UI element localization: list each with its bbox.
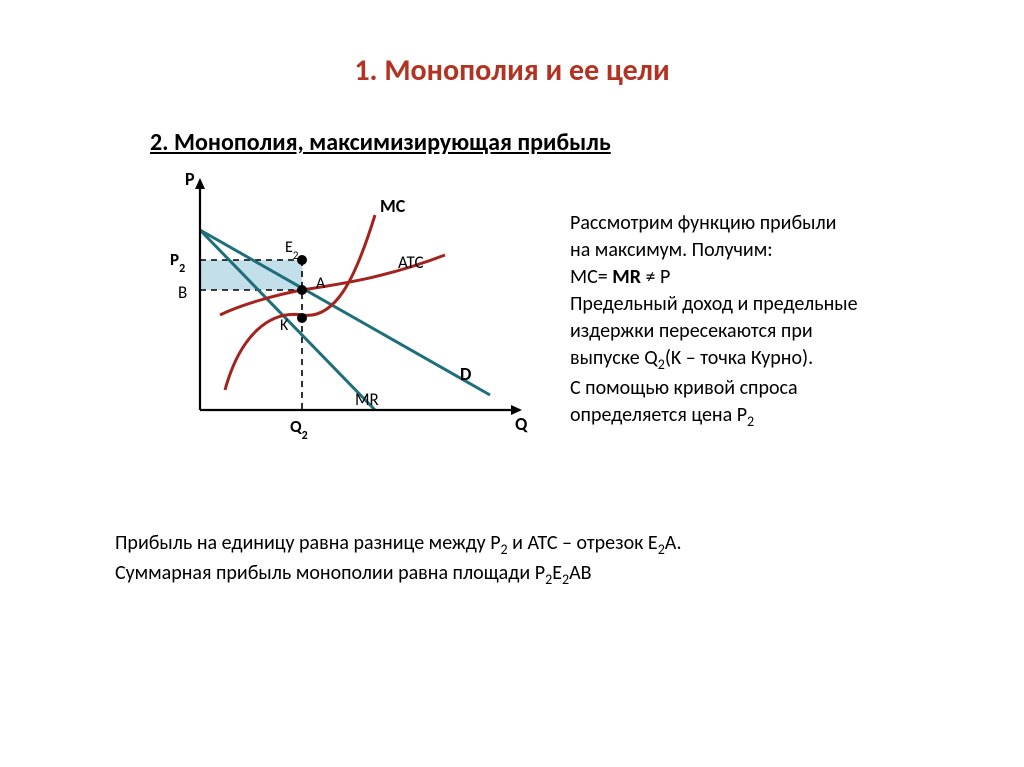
txt: и ATC – отрезок E	[508, 531, 658, 555]
txt: издержки пересекаются при	[570, 319, 813, 343]
txt: A.	[665, 531, 682, 555]
txt: 2	[658, 541, 665, 558]
svg-text:E2: E2	[285, 238, 299, 262]
svg-text:Q2: Q2	[290, 416, 308, 443]
txt: E	[552, 561, 562, 585]
txt: 2	[747, 413, 754, 430]
txt: определяется цена P	[570, 403, 747, 427]
slide-subtitle: 2. Монополия, максимизирующая прибыль	[150, 128, 611, 157]
svg-text:D: D	[460, 363, 471, 385]
txt: MC=	[570, 265, 612, 289]
txt: 2	[658, 356, 665, 373]
txt: Предельный доход и предельные	[570, 292, 858, 316]
txt: 2	[501, 541, 508, 558]
svg-text:K: K	[280, 316, 289, 335]
txt: AB	[569, 561, 591, 585]
monopoly-chart: P Q P2 B Q2 MC ATC MR D E2 A K	[130, 160, 560, 450]
svg-text:P: P	[185, 168, 195, 190]
txt: ≠ P	[641, 265, 670, 289]
svg-text:ATC: ATC	[398, 252, 424, 273]
txt: Рассмотрим функцию прибыли	[570, 211, 836, 235]
bottom-conclusion: Прибыль на единицу равна разнице между P…	[115, 530, 915, 590]
txt: Суммарная прибыль монополии равна площад…	[115, 561, 545, 585]
svg-text:Q: Q	[515, 413, 528, 435]
txt: Прибыль на единицу равна разнице между P	[115, 531, 501, 555]
slide-title: 1. Монополия и ее цели	[0, 52, 1024, 89]
txt: 2	[562, 571, 569, 588]
svg-text:A: A	[316, 274, 326, 293]
txt: на максимум. Получим:	[570, 238, 773, 262]
svg-text:B: B	[178, 282, 187, 303]
svg-text:MC: MC	[380, 195, 406, 217]
txt: MR	[612, 265, 641, 289]
side-explanation: Рассмотрим функцию прибыли на максимум. …	[570, 210, 1000, 432]
txt: выпуске Q	[570, 346, 658, 370]
svg-text:P2: P2	[170, 249, 185, 276]
svg-text:MR: MR	[355, 389, 379, 410]
txt: С помощью кривой спроса	[570, 376, 798, 400]
txt: (K – точка Курно).	[665, 346, 813, 370]
